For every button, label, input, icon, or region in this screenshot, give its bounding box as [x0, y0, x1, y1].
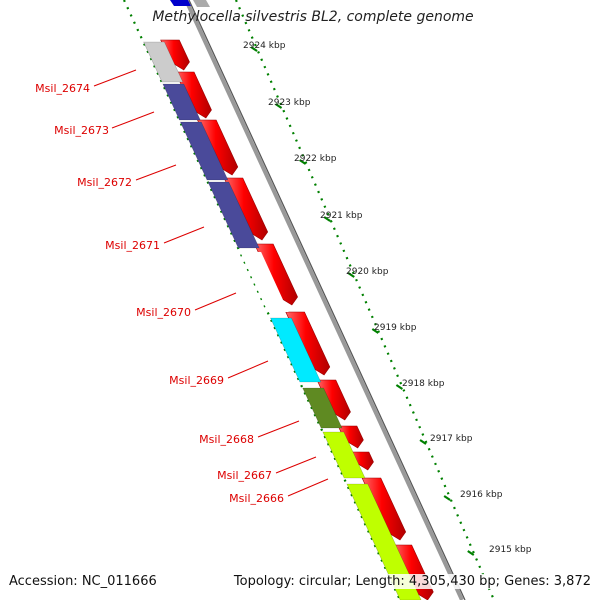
gene-label-leader [194, 292, 237, 311]
reverse-gene[interactable] [346, 483, 422, 600]
genome-backbone [184, 0, 464, 600]
reverse-gene[interactable] [207, 181, 260, 249]
scale-tick-mark [467, 550, 475, 556]
scale-tick-label: 2915 kbp [489, 545, 532, 555]
scale-tick-label: 2922 kbp [294, 154, 337, 164]
genome-backbone-edge [188, 0, 466, 600]
gene-label-leader [227, 360, 269, 379]
scale-tick-label: 2919 kbp [374, 323, 417, 333]
scale-tick-label: 2917 kbp [430, 434, 473, 444]
scale-tick-mark [299, 159, 307, 165]
accession-text: Accession: NC_011666 [9, 574, 157, 589]
top-grey-feature [193, 0, 210, 7]
genome-summary-text: Topology: circular; Length: 4,305,430 bp… [233, 574, 591, 589]
reverse-gene[interactable] [322, 431, 366, 479]
gene-label-leader [111, 111, 155, 129]
gene-label-leader [163, 226, 205, 244]
gene-label[interactable]: Msil_2666 [229, 492, 284, 505]
gene-label-leader [93, 69, 137, 87]
scale-ticks: 2924 kbp 2923 kbp 2922 kbp 2921 kbp 2920 kbp… [243, 41, 532, 556]
reverse-gene[interactable] [270, 317, 322, 383]
gene-label[interactable]: Msil_2667 [217, 469, 272, 482]
gene-labels: Msil_2674 Msil_2673 Msil_2672 Msil_2671 Msil… [35, 82, 284, 505]
gene-label-leader [275, 456, 317, 474]
reverse-gene[interactable] [143, 41, 184, 83]
gene-label-leaders [93, 69, 329, 497]
scale-tick-mark [323, 216, 331, 222]
gene-label[interactable]: Msil_2671 [105, 239, 160, 252]
reverse-gene[interactable] [240, 252, 289, 312]
scale-tick-mark [443, 495, 451, 501]
scale-tick-mark [274, 103, 283, 109]
gene-label-leader [287, 478, 329, 497]
scale-tick-label: 2923 kbp [268, 98, 311, 108]
scale-tick-label: 2921 kbp [320, 211, 363, 221]
genome-title: Methylocella silvestris BL2, complete ge… [152, 9, 474, 25]
gene-label[interactable]: Msil_2669 [169, 374, 224, 387]
reverse-gene-track [143, 41, 422, 600]
gene-label[interactable]: Msil_2674 [35, 82, 90, 95]
scale-tick-mark [371, 328, 379, 334]
gene-label[interactable]: Msil_2673 [54, 124, 109, 137]
scale-tick-mark [347, 272, 355, 278]
gene-label[interactable]: Msil_2670 [136, 306, 191, 319]
scale-tick-label: 2916 kbp [460, 490, 503, 500]
gene-label-leader [257, 420, 300, 438]
scale-tick-label: 2924 kbp [243, 41, 286, 51]
gene-label[interactable]: Msil_2668 [199, 433, 254, 446]
reverse-gene[interactable] [162, 83, 201, 121]
scale-tick-mark [250, 46, 258, 52]
scale-tick-label: 2918 kbp [402, 379, 445, 389]
gene-label-leader [135, 164, 177, 181]
reverse-gene[interactable] [179, 121, 229, 181]
scale-tick-label: 2920 kbp [346, 267, 389, 277]
top-blue-feature [170, 0, 191, 6]
gene-label[interactable]: Msil_2672 [77, 176, 132, 189]
scale-tick-mark [419, 439, 427, 445]
scale-tick-mark [395, 384, 404, 390]
outer-tick-rail [234, 0, 496, 600]
reverse-gene[interactable] [302, 387, 343, 429]
